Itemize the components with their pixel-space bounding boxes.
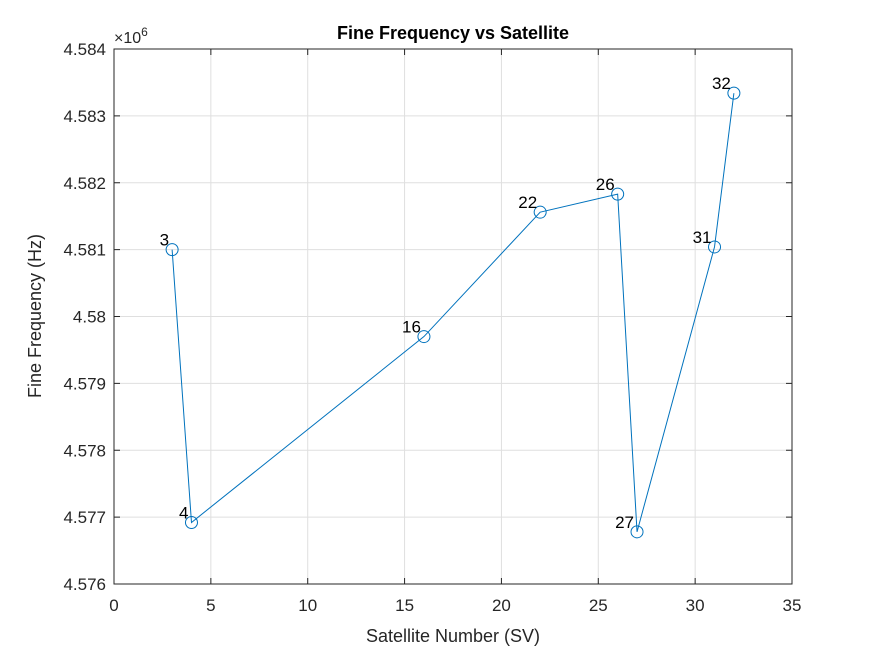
x-axis: 0 5 10 15 20 25 30 35 [109, 49, 801, 615]
y-tick-label: 4.583 [63, 107, 106, 126]
x-tick-label: 20 [492, 596, 511, 615]
x-tick-label: 25 [589, 596, 608, 615]
y-axis-label: Fine Frequency (Hz) [25, 234, 45, 398]
y-tick-label: 4.579 [63, 374, 106, 393]
point-label: 3 [160, 231, 169, 250]
x-tick-label: 30 [686, 596, 705, 615]
point-label: 27 [615, 513, 634, 532]
y-tick-label: 4.576 [63, 575, 106, 594]
data-point-marker [165, 243, 179, 257]
point-label: 32 [712, 74, 731, 93]
series-line [171, 93, 735, 532]
data-point-marker [611, 187, 625, 201]
y-tick-label: 4.584 [63, 40, 106, 59]
y-axis-exponent-power: 6 [141, 25, 148, 39]
x-tick-label: 5 [206, 596, 215, 615]
y-tick-label: 4.578 [63, 441, 106, 460]
y-tick-label: 4.58 [73, 308, 106, 327]
data-series: 3 4 16 22 26 27 31 32 [160, 74, 741, 539]
data-point-marker [630, 525, 644, 539]
point-label: 31 [693, 228, 712, 247]
x-tick-label: 0 [109, 596, 118, 615]
x-tick-label: 35 [783, 596, 802, 615]
y-tick-label: 4.581 [63, 241, 106, 260]
data-point-marker [184, 515, 198, 529]
y-axis-exponent-base: ×10 [114, 30, 141, 47]
y-axis: 4.576 4.577 4.578 4.579 4.58 4.581 4.582 4.583 4… [63, 40, 792, 594]
x-tick-label: 15 [395, 596, 414, 615]
x-axis-label: Satellite Number (SV) [366, 626, 540, 646]
point-label: 4 [179, 503, 188, 522]
x-tick-label: 10 [298, 596, 317, 615]
chart-title: Fine Frequency vs Satellite [337, 23, 569, 43]
data-point-marker [417, 330, 431, 344]
point-label: 16 [402, 318, 421, 337]
data-point-marker [727, 86, 741, 100]
y-tick-label: 4.577 [63, 508, 106, 527]
point-label: 22 [518, 193, 537, 212]
data-point-marker [533, 205, 547, 219]
data-point-marker [708, 240, 722, 254]
y-axis-exponent: ×106 [114, 25, 148, 47]
point-label: 26 [596, 175, 615, 194]
y-tick-label: 4.582 [63, 174, 106, 193]
